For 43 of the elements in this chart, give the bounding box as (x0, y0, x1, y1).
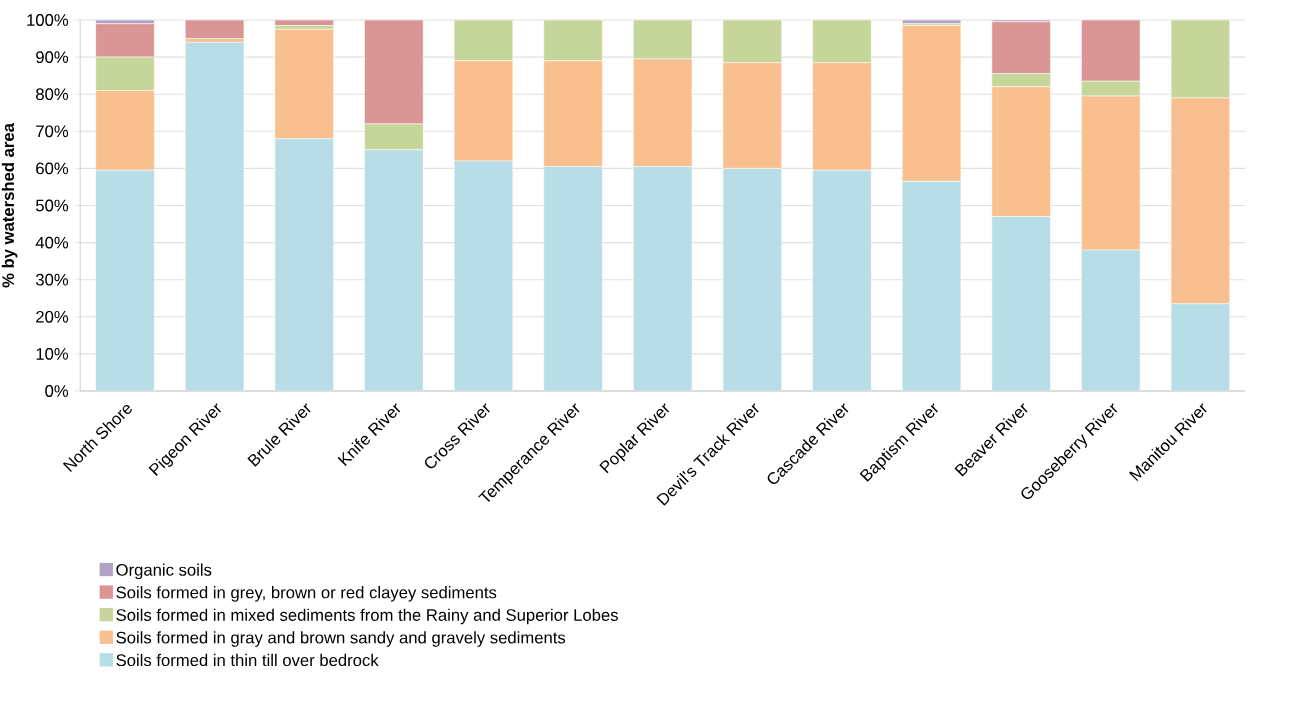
bar (364, 149, 424, 391)
y-tick-label: 50% (35, 199, 69, 212)
bar (453, 20, 514, 62)
legend-label: Soils formed in gray and brown sandy and gravely sediments (116, 631, 566, 647)
bar (722, 168, 782, 391)
y-tick-label: 70% (36, 125, 69, 138)
bar (95, 169, 155, 391)
y-tick-label: 20% (36, 310, 69, 323)
bar (453, 160, 514, 391)
bar (991, 21, 1051, 75)
y-tick-label: 60% (36, 162, 69, 175)
bar (901, 181, 962, 391)
bar (633, 166, 693, 391)
legend-label: Soils formed in thin till over bedrock (116, 653, 379, 667)
bar (812, 169, 872, 391)
y-tick-label: 30% (35, 273, 69, 286)
bar (1081, 249, 1141, 391)
bar (1170, 20, 1230, 99)
bar (364, 123, 424, 151)
bar (543, 20, 603, 62)
bar (722, 20, 782, 63)
y-tick-label: 0% (45, 385, 69, 397)
legend-label: Soils formed in mixed sediments from the Rainy and Superior Lobes (116, 608, 618, 625)
bar (991, 216, 1051, 391)
legend-label: Soils formed in grey, brown or red clayey sediments (116, 586, 497, 602)
bar (543, 166, 603, 391)
bar (364, 20, 424, 125)
bar (991, 73, 1051, 88)
y-tick-label: 80% (36, 88, 69, 101)
bar (1170, 303, 1230, 391)
y-tick-label: 100% (27, 14, 69, 26)
bar (812, 20, 872, 63)
bar (1081, 20, 1141, 82)
y-tick-label: 90% (36, 51, 69, 63)
y-tick-label: 40% (35, 236, 69, 249)
bar (95, 23, 155, 58)
legend-label: Organic soils (116, 563, 212, 580)
bar (95, 56, 155, 91)
bar (274, 138, 334, 391)
bar (185, 41, 245, 391)
y-tick-label: 10% (36, 348, 69, 360)
y-axis-title: % by watershed area (1, 122, 18, 288)
bar (633, 20, 693, 60)
